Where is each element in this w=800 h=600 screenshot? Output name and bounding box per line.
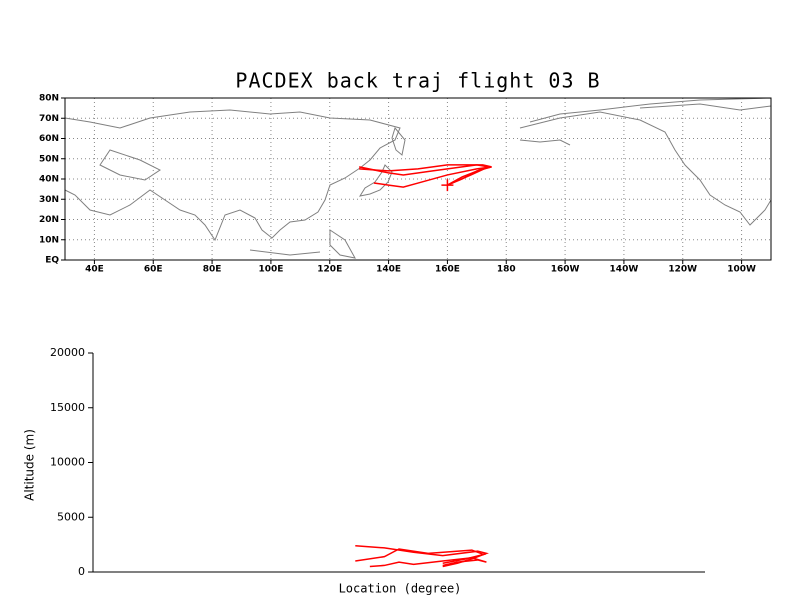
x-tick-label: 160E [435, 265, 460, 275]
y-tick-label: 15000 [50, 401, 85, 414]
x-axis-label: Location (degree) [339, 582, 462, 596]
coastline [64, 109, 401, 242]
y-tick-label: 50N [39, 154, 59, 164]
x-tick-label: 120E [317, 265, 342, 275]
y-tick-label: 40N [39, 175, 59, 185]
x-tick-label: 140E [376, 265, 401, 275]
y-tick-label: 20N [39, 215, 59, 225]
start-marker [441, 179, 454, 192]
coastline [99, 149, 161, 181]
coastline [249, 249, 321, 256]
y-tick-label: 80N [39, 94, 59, 104]
y-tick-label: 5000 [57, 510, 85, 523]
map-frame [64, 97, 772, 261]
coastline [358, 164, 393, 197]
chart-title: PACDEX back traj flight 03 B [235, 69, 600, 93]
y-tick-label: 60N [39, 134, 59, 144]
y-tick-label: EQ [45, 256, 59, 266]
y-tick-label: 20000 [50, 346, 85, 359]
x-tick-label: 40E [85, 265, 104, 275]
x-tick-label: 140W [610, 265, 639, 275]
coastlines [64, 97, 772, 259]
coastline [639, 103, 772, 111]
x-tick-label: 160W [551, 265, 580, 275]
y-axis-label: Altitude (m) [23, 429, 37, 501]
y-tick-label: 10N [39, 235, 59, 245]
trajectory [359, 164, 492, 186]
trajectory [373, 166, 492, 188]
trajectory [369, 557, 487, 568]
trajectory [355, 548, 487, 564]
x-tick-label: 100W [727, 265, 756, 275]
y-tick-label: 70N [39, 114, 59, 124]
x-tick-label: 120W [668, 265, 697, 275]
x-tick-label: 180 [497, 265, 516, 275]
x-tick-label: 80E [203, 265, 222, 275]
coastline [391, 126, 406, 156]
x-tick-label: 60E [144, 265, 163, 275]
coastline [519, 97, 772, 226]
y-tick-label: 0 [78, 565, 85, 578]
y-tick-label: 10000 [50, 456, 85, 469]
x-tick-label: 100E [258, 265, 283, 275]
y-tick-label: 30N [39, 195, 59, 205]
